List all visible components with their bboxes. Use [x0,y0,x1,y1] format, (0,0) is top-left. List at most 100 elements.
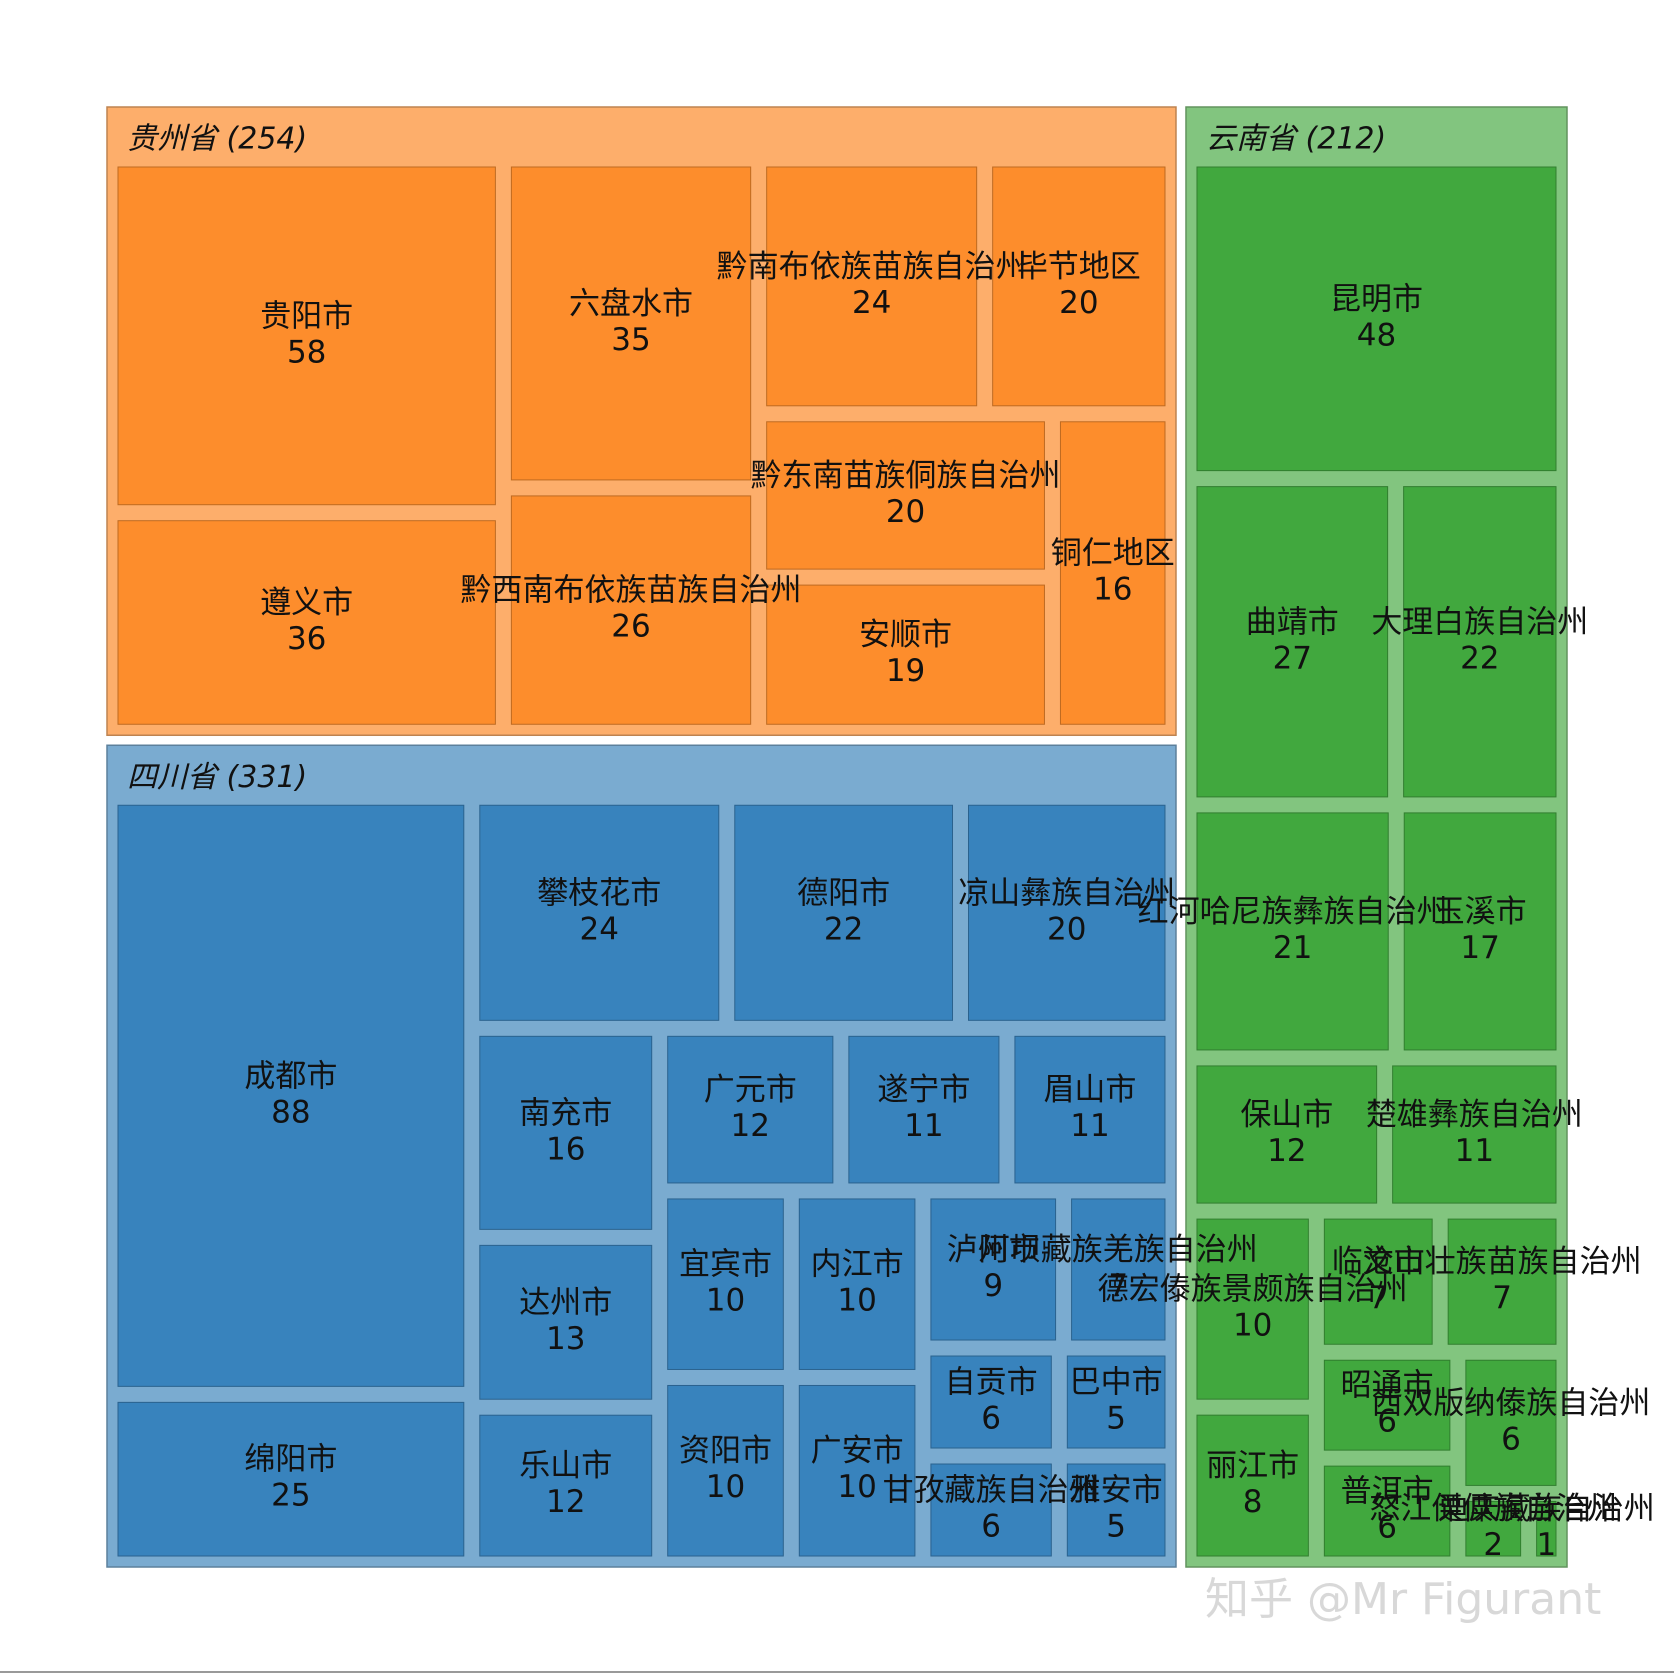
cell-name: 巴中市 [1070,1365,1163,1401]
cell [1323,1218,1433,1345]
cell-name: 德阳市 [797,875,890,911]
cell [1196,1065,1378,1204]
cell-value: 11 [1455,1133,1494,1169]
cell-value: 20 [1047,911,1086,947]
cell-value: 10 [706,1283,745,1319]
cell-name: 迪庆藏族自治州 [1438,1491,1655,1527]
group-label: 四川省 (331) [127,760,307,795]
cell-value: 6 [1377,1404,1397,1440]
cell [930,1463,1052,1557]
cell [1403,812,1557,1051]
cell-name: 资阳市 [679,1433,772,1469]
cell-value: 20 [1059,285,1098,321]
cell [1323,1465,1451,1557]
cell [1196,486,1389,798]
cell-name: 红河哈尼族彝族自治州 [1138,894,1448,930]
cell [1066,1355,1166,1449]
cell-value: 2 [1483,1527,1503,1563]
cell [968,804,1166,1021]
cell-value: 16 [546,1131,585,1167]
cell-value: 88 [271,1094,310,1130]
cell-value: 19 [886,653,925,689]
cell-value: 17 [1460,930,1499,966]
cell [1014,1035,1166,1184]
cell [1447,1218,1557,1345]
watermark: 知乎 @Mr Figurant [1205,1574,1601,1625]
cell-name: 自贡市 [945,1365,1038,1401]
cell-value: 20 [886,494,925,530]
cell [1536,1500,1557,1557]
cell [510,495,752,725]
cell-name: 雅安市 [1070,1473,1163,1509]
cell [1066,1463,1166,1557]
cell-value: 24 [852,285,891,321]
cell-name: 遵义市 [260,585,353,621]
cell [766,421,1045,570]
cell-value: 7 [1492,1280,1512,1316]
cell [479,804,720,1021]
cell-name: 保山市 [1240,1097,1333,1133]
cell-value: 24 [580,911,619,947]
cell [510,166,752,481]
cell-name: 广安市 [811,1433,904,1469]
cell-value: 10 [837,1469,876,1505]
cell [1465,1359,1557,1486]
cell-value: 16 [1093,572,1132,608]
cell [117,520,496,725]
cell-value: 12 [731,1108,770,1144]
cell-name: 安顺市 [859,617,952,653]
cell-value: 6 [981,1509,1001,1545]
cell-value: 27 [1273,640,1312,676]
cell [734,804,954,1021]
cell-name: 内江市 [811,1247,904,1283]
cell-name: 成都市 [244,1058,337,1094]
cell-name: 曲靖市 [1246,604,1339,640]
group-label: 贵州省 (254) [127,122,307,157]
cell-name: 广元市 [704,1072,797,1108]
cell [667,1198,784,1370]
cell [117,804,465,1387]
cell-value: 26 [611,609,650,645]
cell [1465,1500,1522,1557]
cell-name: 普洱市 [1341,1474,1434,1510]
cell [1196,166,1557,472]
cell [117,1401,465,1557]
cell-value: 13 [546,1321,585,1357]
cell-name: 宜宾市 [679,1247,772,1283]
cell-name: 六盘水市 [569,286,693,322]
cell [848,1035,1000,1184]
cell [1071,1198,1166,1341]
cell-value: 11 [904,1108,943,1144]
group-label: 云南省 (212) [1206,122,1386,157]
cell-value: 8 [1243,1484,1263,1520]
cell [667,1384,784,1557]
cell-value: 58 [287,334,326,370]
cell-name: 丽江市 [1206,1448,1299,1484]
cell-name: 黔南布依族苗族自治州 [717,249,1027,285]
cell-value: 36 [287,621,326,657]
cell-name: 阿坝藏族羌族自治州 [979,1232,1258,1268]
cell [798,1198,916,1370]
cell [766,166,978,407]
cell-name: 毕节地区 [1017,249,1141,285]
cell-value: 5 [1106,1509,1126,1545]
cell-name: 黔西南布依族苗族自治州 [461,573,802,609]
cell-name: 贵阳市 [260,298,353,334]
cell-value: 11 [1070,1108,1109,1144]
cell-name: 泸州市 [947,1232,1040,1268]
cell [1403,486,1557,798]
cell-value: 6 [1377,1510,1397,1546]
cell-name: 昭通市 [1341,1368,1434,1404]
cell-value: 48 [1357,317,1396,353]
cell-value: 1 [1536,1527,1556,1563]
cell-name: 乐山市 [519,1448,612,1484]
cell-name: 临沧市 [1332,1244,1425,1280]
cell-value: 10 [837,1283,876,1319]
cell-value: 22 [1460,640,1499,676]
cell-value: 12 [546,1484,585,1520]
cell [667,1035,834,1184]
cell-name: 德宏傣族景颇族自治州 [1098,1272,1408,1308]
cell-value: 9 [983,1268,1003,1304]
cell-value: 5 [1106,1401,1126,1437]
